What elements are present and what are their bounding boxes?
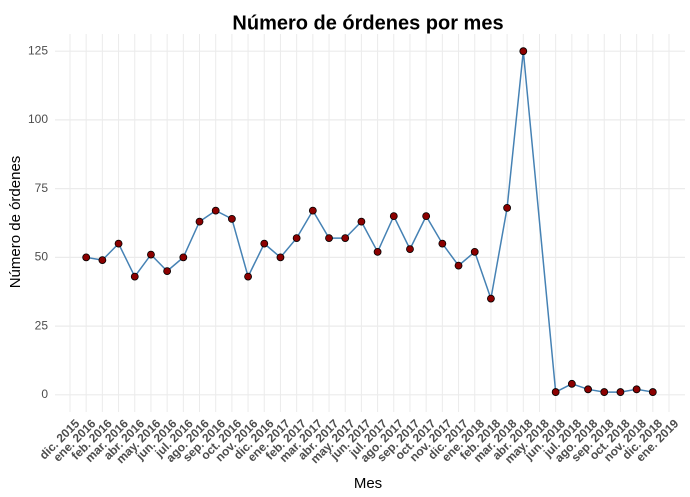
point xyxy=(389,212,398,221)
point xyxy=(616,388,625,396)
point xyxy=(470,247,479,256)
chart-title: Número de órdenes por mes xyxy=(232,12,503,34)
x-axis-label: Mes xyxy=(354,475,382,492)
point xyxy=(373,247,382,256)
y-tick-label: 0 xyxy=(41,387,48,401)
point xyxy=(292,234,301,243)
line xyxy=(86,51,653,394)
point xyxy=(163,267,172,276)
point xyxy=(648,388,657,396)
point xyxy=(211,206,220,215)
point xyxy=(227,214,236,223)
point xyxy=(632,385,641,394)
point xyxy=(406,245,414,254)
point xyxy=(600,388,609,396)
point xyxy=(357,217,366,226)
point xyxy=(519,47,528,56)
point xyxy=(551,388,560,396)
point xyxy=(179,253,188,262)
point xyxy=(325,234,333,243)
point xyxy=(276,253,285,262)
point xyxy=(147,250,155,259)
point xyxy=(567,379,576,388)
point xyxy=(503,203,512,212)
point xyxy=(130,272,139,281)
point xyxy=(487,294,495,303)
point xyxy=(584,385,592,394)
point xyxy=(438,239,447,248)
point xyxy=(341,234,350,243)
point xyxy=(260,239,269,248)
y-tick-label: 100 xyxy=(28,112,48,126)
y-tick-label: 75 xyxy=(35,181,49,195)
point xyxy=(114,239,123,248)
point xyxy=(98,256,107,265)
point xyxy=(422,212,431,221)
point xyxy=(244,272,252,281)
y-tick-label: 25 xyxy=(35,318,49,332)
point xyxy=(195,217,204,226)
y-tick-label: 50 xyxy=(35,250,49,264)
point xyxy=(454,261,463,270)
point xyxy=(308,206,317,215)
point xyxy=(82,253,91,262)
y-tick-label: 125 xyxy=(28,43,48,57)
y-axis-label: Número de órdenes xyxy=(7,156,24,289)
